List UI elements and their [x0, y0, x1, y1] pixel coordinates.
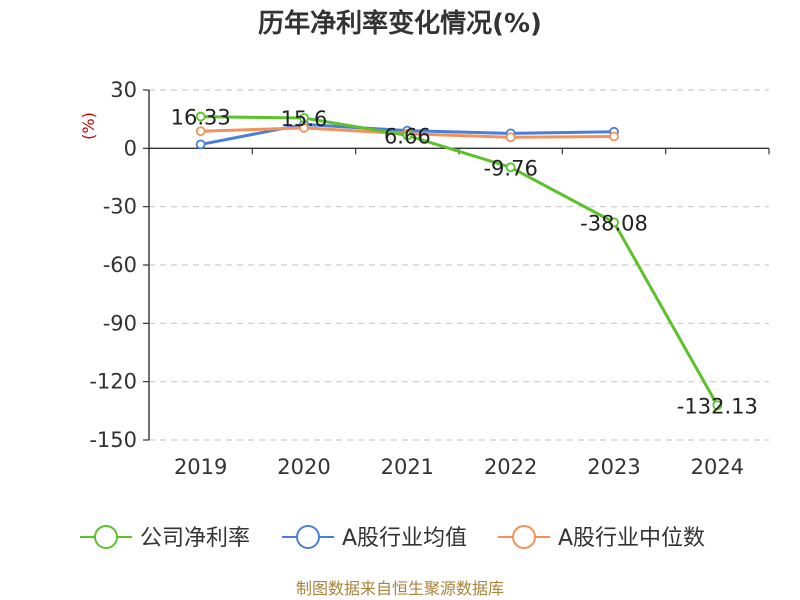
data-label: 16.33 — [171, 106, 231, 130]
data-point[interactable] — [609, 217, 619, 228]
y-tick-label: -150 — [89, 428, 137, 452]
x-tick-label: 2024 — [691, 455, 744, 479]
data-point[interactable] — [195, 111, 206, 122]
axes: 30 0 -30 -60 -90 -120 -150 2019 2020 2021 2022 2023… — [89, 78, 770, 479]
series — [195, 111, 723, 411]
data-point[interactable] — [195, 126, 206, 137]
data-point[interactable] — [505, 162, 516, 173]
data-point[interactable] — [195, 139, 206, 150]
y-tick-label: 30 — [110, 78, 137, 102]
x-tick-label: 2022 — [484, 455, 537, 479]
legend-marker — [296, 525, 320, 549]
data-point[interactable] — [299, 113, 309, 123]
data-label: -132.13 — [677, 394, 758, 418]
data-point[interactable] — [505, 132, 516, 143]
legend-item-1[interactable]: A股行业均值 — [282, 525, 467, 551]
legend-label: A股行业均值 — [342, 526, 467, 551]
legend-marker — [94, 525, 118, 549]
data-label: -38.08 — [580, 211, 648, 235]
data-label: 15.6 — [281, 107, 328, 131]
y-tick-label: -60 — [103, 253, 137, 277]
x-tick-label: 2023 — [587, 455, 640, 479]
legend[interactable]: 公司净利率 A股行业均值 A股行业中位数 — [80, 525, 705, 551]
y-unit-label: (%) — [79, 112, 98, 140]
x-tick-label: 2019 — [174, 455, 227, 479]
legend-label: A股行业中位数 — [558, 526, 705, 551]
y-tick-label: -90 — [103, 311, 137, 335]
data-point[interactable] — [402, 130, 413, 141]
legend-label: 公司净利率 — [140, 526, 250, 551]
data-point[interactable] — [609, 131, 619, 142]
y-tick-label: -30 — [103, 195, 137, 219]
legend-item-0[interactable]: 公司净利率 — [80, 525, 250, 551]
x-tick-label: 2021 — [381, 455, 434, 479]
series-line-0 — [200, 115, 719, 406]
data-label: 6.66 — [384, 124, 431, 148]
x-tick-label: 2020 — [277, 455, 330, 479]
legend-item-2[interactable]: A股行业中位数 — [498, 525, 705, 551]
y-tick-label: 0 — [124, 136, 137, 160]
chart-title: 历年净利率变化情况(%) — [258, 8, 542, 39]
data-label: -9.76 — [483, 156, 537, 180]
source-note: 制图数据来自恒生聚源数据库 — [296, 579, 504, 598]
grid — [149, 89, 769, 441]
data-point[interactable] — [712, 400, 723, 411]
legend-marker — [512, 525, 536, 549]
data-point[interactable] — [299, 123, 309, 133]
data-labels: 16.33 15.6 6.66 -9.76 -38.08 -132.13 — [171, 106, 758, 419]
y-tick-label: -120 — [89, 370, 137, 394]
